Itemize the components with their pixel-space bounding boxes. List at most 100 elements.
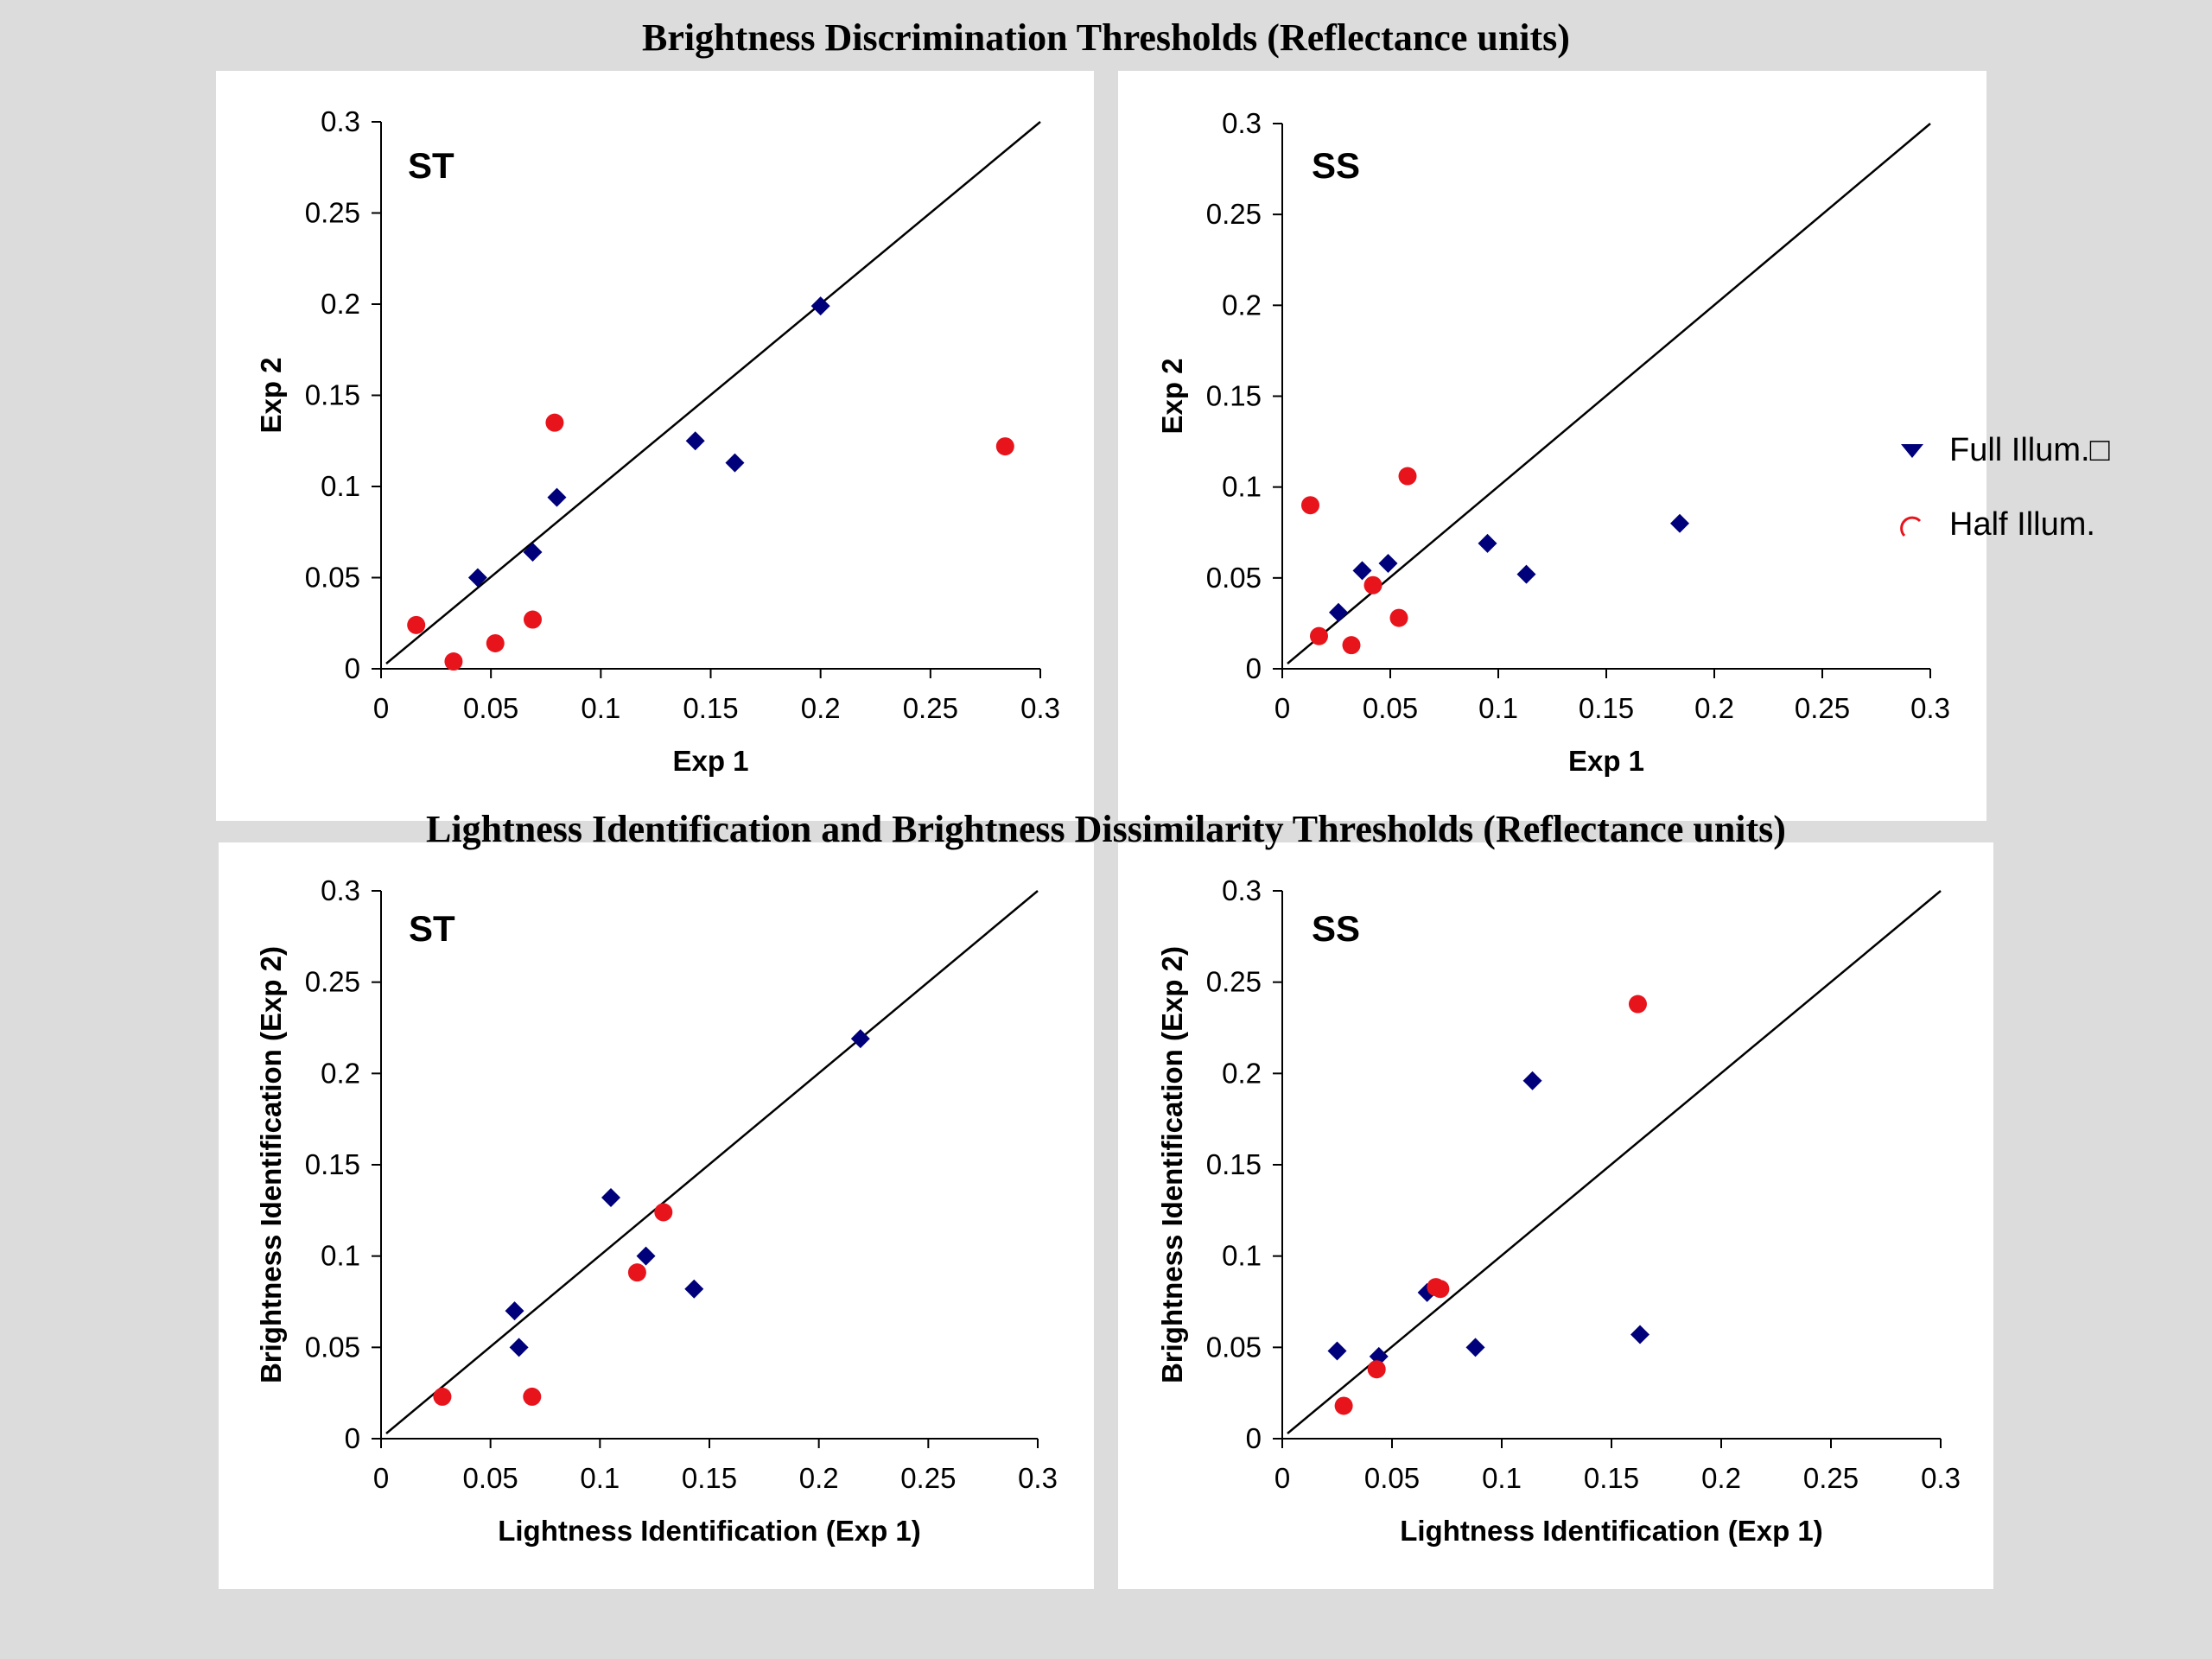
data-point-half — [433, 1387, 452, 1406]
bottom-section-title: Lightness Identification and Brightness … — [426, 808, 1786, 850]
x-tick-label: 0 — [1274, 692, 1290, 724]
x-tick-label: 0.3 — [1018, 1462, 1058, 1494]
data-point-half — [444, 652, 463, 671]
y-tick-label: 0.2 — [321, 288, 360, 320]
scatter-chart-st-identification: 0 0.05 0.1 0.15 0.2 0.25 0.3 0 0.05 0.1 0.15 0.2 0.2… — [255, 874, 1058, 1547]
data-point-full — [850, 1029, 870, 1049]
panel-label: ST — [409, 908, 455, 949]
x-tick-label: 0.05 — [463, 692, 518, 724]
y-tick-label: 0 — [1246, 1422, 1262, 1454]
x-axis-title: Lightness Identification (Exp 1) — [1400, 1515, 1823, 1547]
y-tick-label: 0.25 — [305, 197, 360, 229]
x-tick-label: 0.25 — [1803, 1462, 1859, 1494]
scatter-chart-ss-identification: 0 0.05 0.1 0.15 0.2 0.25 0.3 0 0.05 0.1 0.15 0.2 0.2… — [1156, 874, 1961, 1547]
legend-full-swatch — [1901, 444, 1923, 458]
y-tick-label: 0.3 — [321, 874, 360, 906]
x-tick-label: 0 — [373, 1462, 389, 1494]
data-point-full — [684, 1279, 704, 1299]
top-section-title: Brightness Discrimination Thresholds (Re… — [642, 16, 1570, 59]
data-point-full — [1352, 561, 1372, 581]
data-point-full — [505, 1301, 524, 1321]
x-tick-label: 0.1 — [580, 1462, 620, 1494]
x-tick-label: 0.15 — [1579, 692, 1634, 724]
y-tick-label: 0.05 — [305, 1331, 360, 1363]
y-tick-label: 0.05 — [1206, 562, 1262, 594]
x-tick-label: 0.05 — [463, 1462, 518, 1494]
data-point-half — [1342, 636, 1361, 655]
chart-panel-top-right: 0 0.05 0.1 0.15 0.2 0.25 0.3 0 0.05 0.1 0.15 0.2 0.2… — [1118, 71, 1986, 821]
data-point-half — [523, 1387, 542, 1406]
circle-outline-marker-icon — [1900, 516, 1922, 537]
y-tick-label: 0.1 — [321, 470, 360, 502]
y-tick-label: 0.3 — [1222, 107, 1262, 139]
legend-full-label: Full Illum.□ — [1949, 432, 2110, 468]
chart-panel-top-left: 0 0.05 0.1 0.15 0.2 0.25 0.3 0 0.05 0.1 0.15 0.2 0.2… — [216, 71, 1094, 821]
data-point-full — [636, 1246, 656, 1266]
data-point-full — [1516, 564, 1536, 584]
y-tick-label: 0.1 — [1222, 471, 1262, 503]
data-point-half — [1431, 1280, 1450, 1299]
y-tick-label: 0.15 — [1206, 1148, 1262, 1180]
y-tick-label: 0.2 — [1222, 289, 1262, 321]
y-tick-label: 0.25 — [305, 966, 360, 998]
data-point-half — [654, 1203, 673, 1222]
data-point-half — [1310, 626, 1328, 645]
data-point-full — [1670, 513, 1689, 533]
scatter-chart-ss-exp: 0 0.05 0.1 0.15 0.2 0.25 0.3 0 0.05 0.1 0.15 0.2 0.2… — [1156, 107, 1950, 777]
y-axis-title: Exp 2 — [255, 357, 287, 433]
identity-line — [1287, 123, 1931, 664]
x-tick-label: 0.1 — [581, 692, 620, 724]
y-axis-title: Brightness Identification (Exp 2) — [255, 946, 287, 1383]
x-tick-label: 0.3 — [1921, 1462, 1961, 1494]
data-point-full — [1478, 533, 1497, 553]
y-tick-label: 0.25 — [1206, 966, 1262, 998]
y-tick-label: 0.15 — [305, 1148, 360, 1180]
identity-line — [385, 890, 1039, 1434]
data-point-half — [523, 610, 542, 629]
x-tick-label: 0.2 — [1694, 692, 1734, 724]
data-point-half — [1628, 995, 1647, 1014]
x-tick-label: 0.3 — [1020, 692, 1060, 724]
x-tick-label: 0 — [373, 692, 389, 724]
data-point-full — [1327, 1341, 1347, 1361]
data-point-full — [601, 1188, 620, 1208]
data-point-full — [725, 453, 745, 473]
data-point-half — [1367, 1360, 1386, 1379]
x-tick-label: 0.25 — [900, 1462, 956, 1494]
y-tick-label: 0 — [345, 652, 360, 684]
y-tick-label: 0.2 — [321, 1057, 360, 1089]
x-tick-label: 0.05 — [1364, 1462, 1420, 1494]
legend-half-label: Half Illum. — [1949, 506, 2095, 543]
x-tick-label: 0.05 — [1363, 692, 1418, 724]
data-point-half — [407, 615, 426, 634]
identity-line — [385, 121, 1041, 664]
legend-half-swatch — [1900, 516, 1922, 537]
y-tick-label: 0 — [345, 1422, 360, 1454]
data-point-half — [627, 1263, 646, 1282]
y-tick-label: 0.1 — [1222, 1240, 1262, 1272]
data-point-full — [1630, 1325, 1650, 1344]
y-tick-label: 0.1 — [321, 1240, 360, 1272]
y-tick-label: 0 — [1246, 652, 1262, 684]
data-point-full — [1329, 602, 1348, 622]
chart-panel-bottom-right: 0 0.05 0.1 0.15 0.2 0.25 0.3 0 0.05 0.1 0.15 0.2 0.2… — [1118, 842, 1993, 1589]
triangle-marker-icon — [1901, 444, 1923, 458]
data-point-half — [1301, 496, 1319, 515]
x-tick-label: 0.1 — [1478, 692, 1518, 724]
x-tick-label: 0.1 — [1482, 1462, 1522, 1494]
y-axis-title: Exp 2 — [1156, 358, 1188, 434]
scatter-chart-st-exp: 0 0.05 0.1 0.15 0.2 0.25 0.3 0 0.05 0.1 0.15 0.2 0.2… — [255, 105, 1060, 777]
x-tick-label: 0.15 — [1584, 1462, 1639, 1494]
panel-label: SS — [1312, 908, 1360, 949]
data-point-half — [486, 633, 505, 652]
data-point-full — [810, 296, 830, 316]
data-point-full — [509, 1338, 529, 1357]
x-tick-label: 0 — [1274, 1462, 1290, 1494]
x-axis-title: Exp 1 — [1568, 745, 1644, 777]
data-point-half — [1363, 575, 1382, 594]
y-tick-label: 0.25 — [1206, 198, 1262, 230]
x-axis-title: Exp 1 — [672, 745, 748, 777]
y-tick-label: 0.15 — [305, 379, 360, 411]
x-tick-label: 0.15 — [682, 1462, 737, 1494]
identity-line — [1287, 890, 1942, 1434]
